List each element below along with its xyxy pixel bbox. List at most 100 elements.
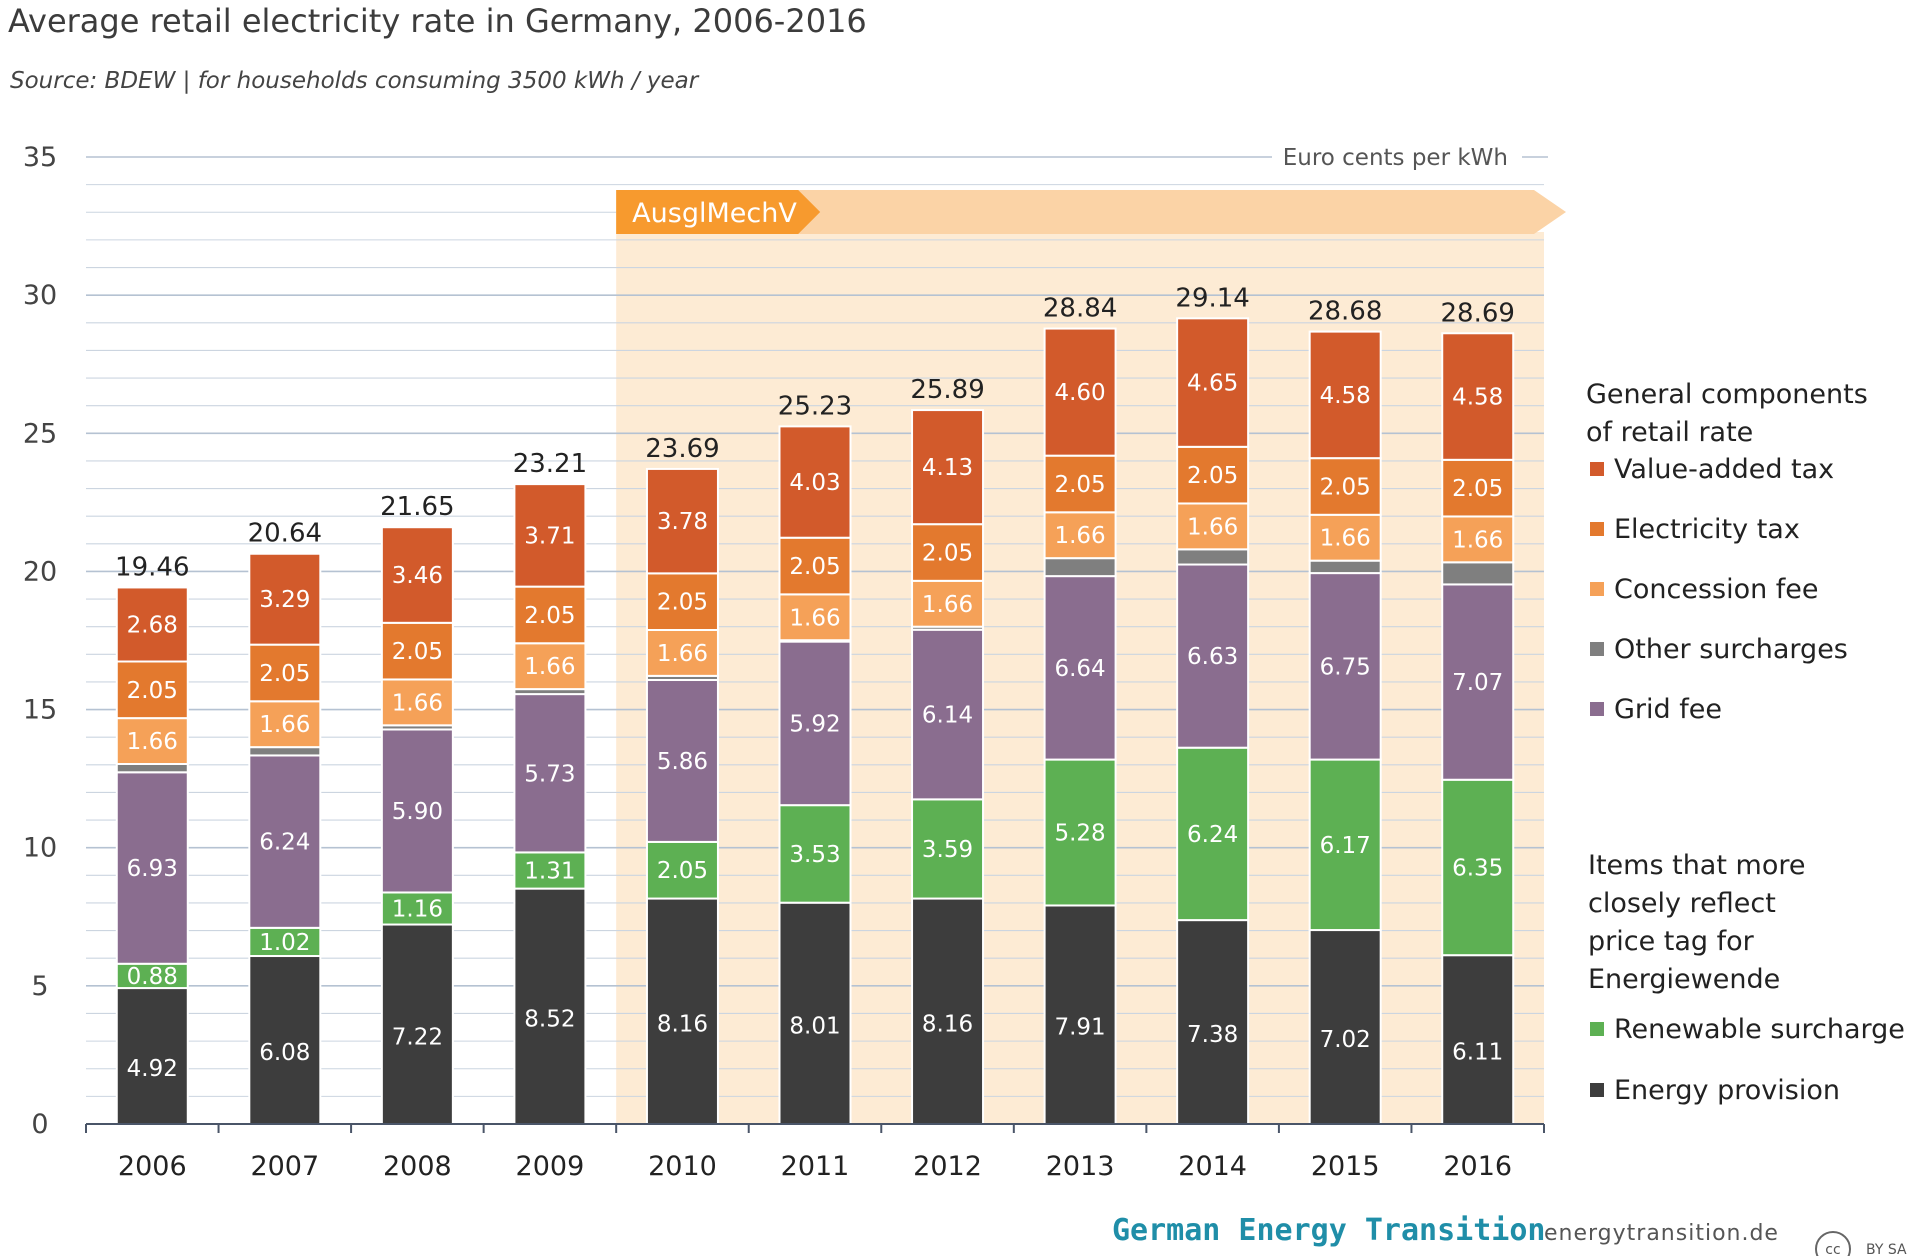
legend-label-vat: Value-added tax [1614, 454, 1834, 485]
data-label-renewable: 6.24 [1187, 822, 1238, 848]
total-label: 20.64 [248, 519, 322, 549]
banner-arrow-light [616, 190, 1566, 234]
bar-segment-concession [911, 579, 985, 628]
x-tick-label: 2008 [383, 1151, 452, 1182]
bar-segment-concession [778, 593, 852, 642]
data-label-renewable: 0.88 [127, 964, 178, 990]
bar-segment-vat [513, 483, 587, 588]
bar-segment-grid [248, 754, 322, 929]
data-label-vat: 4.13 [922, 455, 973, 481]
bar-segment-concession [115, 717, 189, 765]
data-label-energy: 8.52 [524, 1006, 575, 1032]
bar-segment-other [248, 746, 322, 757]
data-label-energy: 7.22 [392, 1024, 443, 1050]
bar-segment-other [1308, 559, 1382, 575]
data-label-grid: 5.92 [789, 711, 840, 737]
data-label-energy: 8.16 [657, 1011, 708, 1037]
legend-swatch-renewable [1590, 1022, 1604, 1036]
data-label-energy: 7.38 [1187, 1022, 1238, 1048]
bar-segment-concession [1043, 511, 1117, 560]
data-label-concession: 1.66 [789, 605, 840, 631]
data-label-vat: 4.03 [789, 470, 840, 496]
bar-segment-energy [1441, 954, 1515, 1126]
data-label-grid: 6.14 [922, 703, 973, 729]
data-label-concession: 1.66 [1320, 526, 1371, 552]
total-label: 23.21 [513, 449, 587, 479]
bar-segment-concession [1176, 502, 1250, 551]
bar-segment-vat [380, 526, 454, 624]
bar-segment-grid [911, 628, 985, 801]
data-label-electricity_tax: 2.05 [259, 661, 310, 687]
x-tick-label: 2014 [1178, 1151, 1247, 1182]
data-label-vat: 3.78 [657, 509, 708, 535]
total-label: 25.89 [910, 375, 984, 405]
data-label-grid: 6.24 [259, 830, 310, 856]
data-label-vat: 3.46 [392, 563, 443, 589]
data-label-grid: 6.75 [1320, 654, 1371, 680]
bar-segment-vat [1176, 317, 1250, 448]
data-label-electricity_tax: 2.05 [1054, 472, 1105, 498]
cc-label: cc [1825, 1242, 1840, 1256]
bar-segment-energy [911, 897, 985, 1125]
data-label-concession: 1.66 [1187, 514, 1238, 540]
bar-stack-2012: 8.16 3.59 6.14 1.66 2.05 4.13 25.89 [910, 375, 985, 1125]
data-label-concession: 1.66 [259, 712, 310, 738]
bar-segment-grid [115, 771, 189, 965]
y-tick-label: 10 [23, 833, 57, 864]
bar-segment-energy [513, 887, 587, 1125]
bar-segment-concession [1308, 513, 1382, 562]
bar-segment-grid [1043, 575, 1117, 761]
y-axis-unit-label: Euro cents per kWh [1283, 145, 1508, 171]
legend-items-heading-line4: Energiewende [1588, 964, 1780, 995]
x-tick-label: 2009 [516, 1151, 585, 1182]
legend-label-electricity_tax: Electricity tax [1614, 514, 1800, 545]
bar-stack-2009: 8.52 1.31 5.73 1.66 2.05 3.71 23.21 [513, 449, 587, 1125]
bar-stack-2011: 8.01 3.53 5.92 1.66 2.05 4.03 25.23 [778, 391, 852, 1125]
data-label-electricity_tax: 2.05 [922, 541, 973, 567]
data-label-concession: 1.66 [657, 641, 708, 667]
y-tick-label: 5 [31, 971, 48, 1002]
data-label-grid: 5.86 [657, 749, 708, 775]
data-label-electricity_tax: 2.05 [1187, 463, 1238, 489]
data-label-vat: 4.58 [1452, 385, 1503, 411]
bar-segment-energy [248, 955, 322, 1126]
x-tick-label: 2011 [781, 1151, 850, 1182]
chart-title: Average retail electricity rate in Germa… [8, 2, 867, 40]
data-label-concession: 1.66 [127, 729, 178, 755]
data-label-vat: 4.60 [1054, 380, 1105, 406]
bar-segment-grid [778, 640, 852, 807]
data-label-renewable: 6.17 [1320, 833, 1371, 859]
bar-segment-vat [1043, 327, 1117, 457]
banner-label: AusglMechV [632, 198, 797, 229]
legend-general-heading-line2: of retail rate [1586, 417, 1753, 448]
bar-segment-energy [115, 987, 189, 1126]
brand-wordmark: German Energy Transition [1112, 1213, 1545, 1248]
data-label-electricity_tax: 2.05 [1452, 476, 1503, 502]
bar-stack-2015: 7.02 6.17 6.75 1.66 2.05 4.58 28.68 [1308, 297, 1382, 1125]
legend-swatch-electricity_tax [1590, 522, 1604, 536]
bar-segment-vat [1308, 330, 1382, 460]
data-label-electricity_tax: 2.05 [789, 554, 840, 580]
y-tick-label: 15 [23, 695, 57, 726]
bar-segment-energy [1176, 919, 1250, 1125]
y-axis: 0 5 10 15 20 25 30 35 [23, 142, 57, 1140]
data-label-vat: 3.71 [524, 523, 575, 549]
data-label-renewable: 1.02 [259, 930, 310, 956]
bar-segment-grid [1441, 583, 1515, 781]
x-tick-label: 2006 [118, 1151, 187, 1182]
bar-segment-other [115, 762, 189, 774]
data-label-energy: 8.01 [789, 1013, 840, 1039]
bar-segment-renewable [645, 840, 719, 900]
bar-segment-electricity_tax [115, 660, 189, 720]
data-label-vat: 3.29 [259, 587, 310, 613]
legend-general-heading-line1: General components [1586, 379, 1868, 410]
legend-items-heading-line1: Items that more [1588, 850, 1805, 881]
cc-license-badge: cc BY SA [1815, 1231, 1907, 1256]
y-tick-label: 30 [23, 280, 57, 311]
bar-segment-energy [380, 923, 454, 1126]
bar-segment-vat [115, 586, 189, 663]
bar-segment-renewable [1441, 778, 1515, 957]
legend-swatch-other [1590, 642, 1604, 656]
total-label: 19.46 [115, 552, 189, 582]
